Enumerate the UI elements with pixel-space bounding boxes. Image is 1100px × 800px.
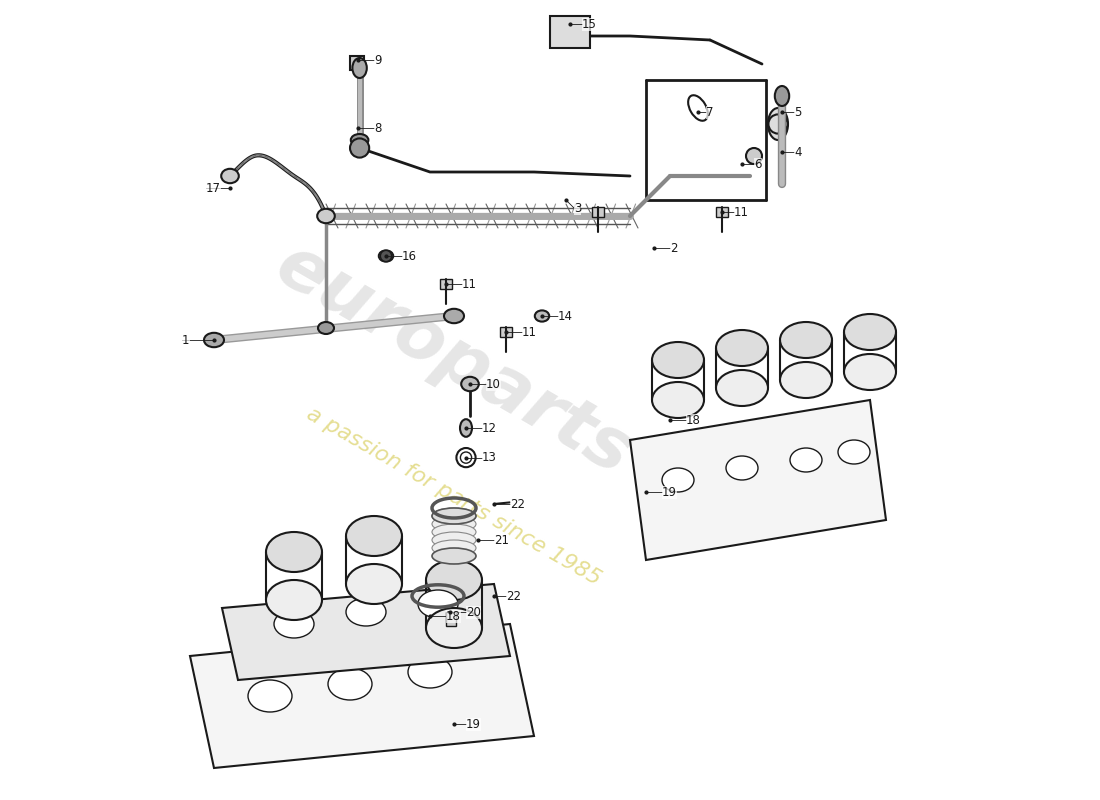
Ellipse shape — [426, 608, 482, 648]
Ellipse shape — [432, 516, 476, 532]
Ellipse shape — [346, 598, 386, 626]
Text: 20: 20 — [466, 606, 481, 618]
Bar — [550, 16, 590, 48]
Ellipse shape — [652, 342, 704, 378]
Text: 10: 10 — [486, 378, 500, 390]
Bar — [440, 279, 452, 289]
Bar — [592, 207, 604, 217]
Ellipse shape — [432, 540, 476, 556]
Bar — [350, 56, 364, 70]
Ellipse shape — [432, 508, 476, 524]
Ellipse shape — [432, 548, 476, 564]
Ellipse shape — [844, 314, 896, 350]
Polygon shape — [222, 584, 510, 680]
Text: 11: 11 — [522, 326, 537, 338]
Ellipse shape — [328, 668, 372, 700]
Text: 18: 18 — [446, 610, 461, 622]
Ellipse shape — [790, 448, 822, 472]
Ellipse shape — [204, 333, 224, 347]
Ellipse shape — [346, 564, 402, 604]
Text: 3: 3 — [574, 202, 582, 214]
Circle shape — [746, 148, 762, 164]
Ellipse shape — [426, 560, 482, 600]
Ellipse shape — [768, 108, 788, 140]
Text: 11: 11 — [734, 206, 749, 218]
Text: 14: 14 — [558, 310, 573, 322]
Ellipse shape — [838, 440, 870, 464]
Ellipse shape — [352, 58, 366, 78]
Ellipse shape — [716, 330, 768, 366]
Text: 8: 8 — [374, 122, 382, 134]
Ellipse shape — [726, 456, 758, 480]
Text: 18: 18 — [686, 414, 701, 426]
Text: 15: 15 — [582, 18, 597, 30]
Ellipse shape — [461, 377, 478, 391]
Ellipse shape — [844, 354, 896, 390]
Ellipse shape — [346, 516, 402, 556]
Text: 22: 22 — [510, 498, 525, 510]
Text: 19: 19 — [466, 718, 481, 730]
Ellipse shape — [266, 532, 322, 572]
Ellipse shape — [460, 419, 472, 437]
Ellipse shape — [248, 680, 292, 712]
Text: 16: 16 — [402, 250, 417, 262]
Ellipse shape — [780, 322, 832, 358]
Ellipse shape — [432, 524, 476, 540]
Text: 5: 5 — [794, 106, 802, 118]
Ellipse shape — [444, 309, 464, 323]
Polygon shape — [630, 400, 886, 560]
Ellipse shape — [535, 310, 549, 322]
Bar — [716, 207, 728, 217]
Text: europarts: europarts — [264, 230, 645, 490]
Ellipse shape — [266, 580, 322, 620]
Circle shape — [350, 138, 370, 158]
Bar — [446, 612, 455, 626]
Ellipse shape — [652, 382, 704, 418]
Ellipse shape — [408, 656, 452, 688]
Ellipse shape — [274, 610, 313, 638]
Ellipse shape — [432, 508, 476, 524]
Ellipse shape — [432, 532, 476, 548]
Ellipse shape — [318, 322, 334, 334]
Ellipse shape — [662, 468, 694, 492]
Text: a passion for parts since 1985: a passion for parts since 1985 — [304, 403, 605, 589]
Text: 13: 13 — [482, 451, 497, 464]
Text: 22: 22 — [506, 590, 521, 602]
Ellipse shape — [378, 250, 393, 262]
Ellipse shape — [418, 590, 458, 618]
Polygon shape — [190, 624, 534, 768]
Circle shape — [381, 250, 392, 262]
Ellipse shape — [317, 209, 334, 223]
Text: 11: 11 — [462, 278, 477, 290]
Text: 9: 9 — [374, 54, 382, 66]
Ellipse shape — [351, 134, 369, 146]
Text: 7: 7 — [706, 106, 714, 118]
Text: 1: 1 — [182, 334, 189, 346]
Ellipse shape — [780, 362, 832, 398]
Text: 21: 21 — [494, 534, 509, 546]
Text: 4: 4 — [794, 146, 802, 158]
Text: 6: 6 — [754, 158, 761, 170]
Text: 19: 19 — [662, 486, 676, 498]
Bar — [499, 327, 513, 337]
Text: 2: 2 — [670, 242, 678, 254]
Ellipse shape — [774, 86, 789, 106]
Text: 17: 17 — [206, 182, 221, 194]
Text: 12: 12 — [482, 422, 497, 434]
Ellipse shape — [716, 370, 768, 406]
Ellipse shape — [221, 169, 239, 183]
